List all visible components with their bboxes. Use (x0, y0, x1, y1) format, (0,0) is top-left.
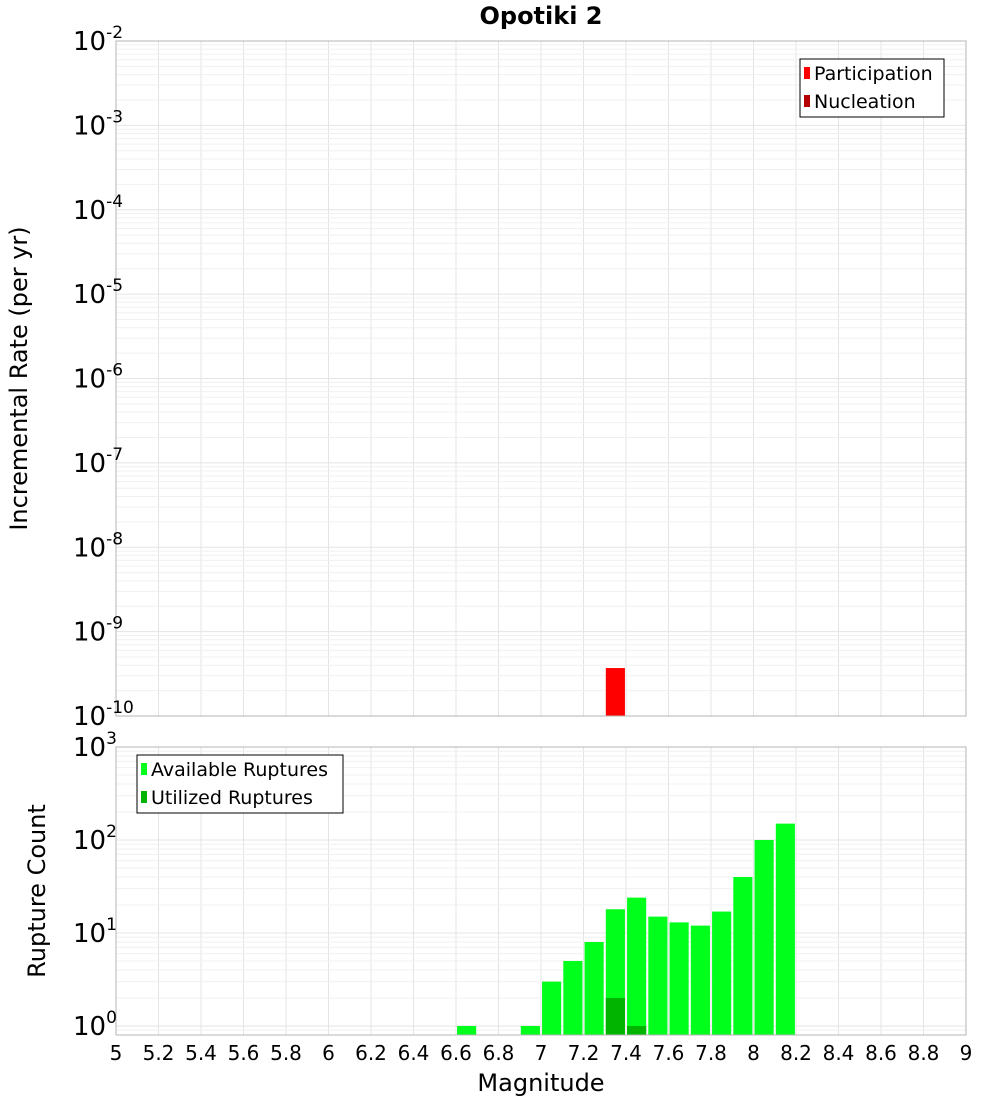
plot-frame (115, 746, 967, 1036)
bar-available-ruptures (669, 922, 689, 1035)
x-axis-label: Magnitude (477, 1069, 604, 1097)
y-tick-label: 100 (73, 1008, 117, 1042)
x-tick-label: 6.6 (440, 1041, 472, 1065)
bar-available-ruptures (542, 981, 562, 1035)
y-tick-label: 10-4 (73, 192, 123, 226)
chart-title: Opotiki 2 (479, 2, 602, 30)
bar-available-ruptures (712, 911, 732, 1035)
bar-available-ruptures (690, 925, 710, 1035)
y-axis-label: Incremental Rate (per yr) (5, 226, 33, 530)
bar-available-ruptures (520, 1025, 540, 1035)
y-tick-label: 10-6 (73, 361, 123, 395)
x-tick-label: 6 (322, 1041, 335, 1065)
bar-available-ruptures (584, 942, 604, 1035)
x-tick-label: 7 (535, 1041, 548, 1065)
x-tick-label: 7.2 (568, 1041, 600, 1065)
y-tick-label: 10-8 (73, 529, 123, 563)
bar-available-ruptures (754, 839, 774, 1035)
x-tick-label: 8.2 (780, 1041, 812, 1065)
x-tick-label: 6.2 (355, 1041, 387, 1065)
x-tick-label: 8.4 (823, 1041, 855, 1065)
x-tick-label: 7.4 (610, 1041, 642, 1065)
bar-utilized-ruptures (627, 1025, 647, 1035)
legend-swatch (141, 763, 147, 775)
legend-swatch (804, 95, 810, 107)
x-tick-label: 5.2 (143, 1041, 175, 1065)
legend-box (799, 58, 945, 118)
x-tick-label: 5 (110, 1041, 123, 1065)
legend-label: Nucleation (814, 91, 916, 113)
y-tick-label: 10-9 (73, 614, 123, 648)
bar-available-ruptures (775, 823, 795, 1035)
x-tick-label: 5.8 (270, 1041, 302, 1065)
y-tick-label: 102 (73, 822, 117, 856)
y-tick-label: 10-7 (73, 445, 123, 479)
x-tick-label: 8 (747, 1041, 760, 1065)
y-tick-label: 10-2 (73, 23, 123, 57)
x-tick-label: 6.4 (398, 1041, 430, 1065)
plot-frame (115, 40, 967, 717)
x-tick-label: 8.6 (865, 1041, 897, 1065)
x-tick-label: 5.6 (228, 1041, 260, 1065)
x-tick-label: 7.8 (695, 1041, 727, 1065)
x-tick-label: 7.6 (653, 1041, 685, 1065)
legend-swatch (804, 67, 810, 79)
x-tick-label: 8.8 (908, 1041, 940, 1065)
legend-box (136, 754, 344, 814)
y-tick-label: 10-3 (73, 107, 123, 141)
y-tick-label: 101 (73, 915, 117, 949)
legend-label: Utilized Ruptures (151, 787, 313, 809)
legend-swatch (141, 791, 147, 803)
y-tick-label: 10-10 (73, 698, 134, 732)
chart-panel-1: 10-2 10-3 10-4 10-5 10-6 10-7 10-8 10-9 10-10 Inc… (5, 2, 967, 732)
bar-available-ruptures (648, 916, 668, 1035)
bar-available-ruptures (457, 1025, 477, 1035)
bar-available-ruptures (627, 897, 647, 1035)
bar-available-ruptures (563, 960, 583, 1035)
legend-label: Participation (814, 63, 933, 85)
legend: Available Ruptures Utilized Ruptures (136, 754, 344, 814)
x-tick-label: 5.4 (185, 1041, 217, 1065)
legend-label: Available Ruptures (151, 759, 328, 781)
legend: Participation Nucleation (799, 58, 945, 118)
bar-utilized-ruptures (605, 997, 625, 1035)
bar-available-ruptures (733, 877, 753, 1035)
y-tick-label: 103 (73, 729, 117, 763)
x-tick-label: 6.8 (483, 1041, 515, 1065)
y-axis-label: Rupture Count (23, 804, 51, 978)
x-tick-label: 9 (960, 1041, 973, 1065)
y-tick-label: 10-5 (73, 276, 123, 310)
bar-participation (605, 668, 625, 716)
